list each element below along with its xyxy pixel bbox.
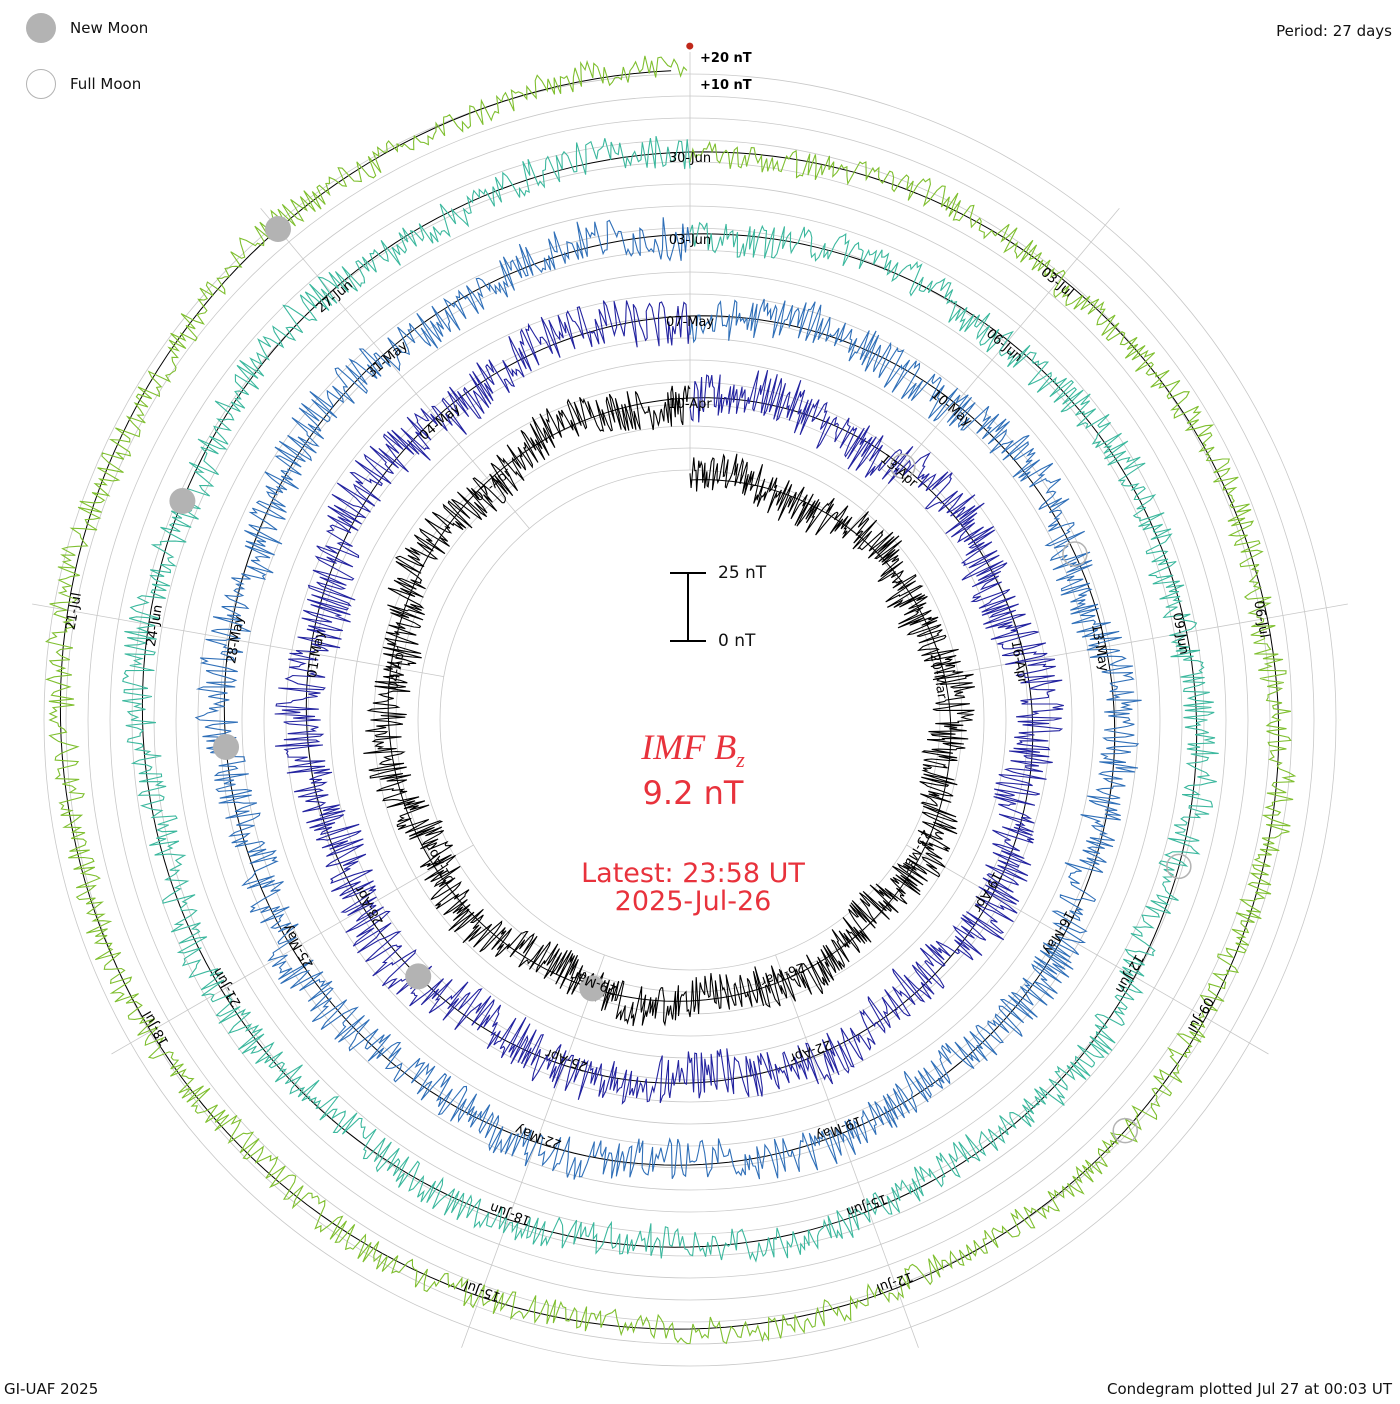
zero-baselines <box>59 70 1280 1330</box>
scale-label-20: +20 nT <box>700 51 752 66</box>
new-moon-icon <box>26 13 56 43</box>
date-label: 15-Jun <box>844 1191 889 1220</box>
latest-value: 9.2 nT <box>642 774 744 812</box>
series-trace <box>194 217 1142 1180</box>
date-label: 04-May <box>417 401 464 444</box>
scale-bar <box>670 572 706 642</box>
grid-layer <box>43 73 1337 1367</box>
legend-full-moon: Full Moon <box>26 69 141 99</box>
new-moon-label: New Moon <box>70 19 149 37</box>
latest-date: 2025-Jul-26 <box>614 886 772 917</box>
date-label: 12-Jul <box>874 1268 915 1295</box>
date-label: 06-Jul <box>1250 599 1271 639</box>
spoke-line <box>936 603 1348 677</box>
spoke-line <box>461 954 605 1348</box>
date-label: 01-May <box>305 629 328 679</box>
latest-point-marker <box>686 42 694 50</box>
zero-baseline-spiral <box>59 70 1280 1330</box>
series-layer <box>45 55 1297 1345</box>
moon-markers <box>169 42 1192 1144</box>
series-trace <box>45 55 1297 1345</box>
scale-bar-top-label: 25 nT <box>718 563 767 583</box>
date-label: 22-May <box>513 1121 564 1152</box>
plotted-label: Condegram plotted Jul 27 at 00:03 UT <box>1106 1380 1392 1398</box>
date-label: 10-Apr <box>668 397 712 412</box>
full-moon-marker <box>890 453 916 480</box>
chart-title-sub: z <box>736 747 745 773</box>
spoke-line <box>32 603 444 677</box>
chart-title-main: IMF B <box>641 727 737 767</box>
date-label: 26-Mar <box>758 959 807 989</box>
date-label: 09-Jun <box>1169 611 1191 655</box>
latest-time: Latest: 23:58 UT <box>581 858 805 889</box>
spoke-line <box>260 208 530 529</box>
date-label: 18-Jun <box>488 1199 533 1228</box>
date-label: 25-May <box>280 921 317 970</box>
date-label: 07-May <box>666 315 714 330</box>
full-moon-marker <box>1062 541 1088 567</box>
date-label: 09-Jul <box>1184 994 1216 1034</box>
date-label: 22-Apr <box>787 1036 834 1065</box>
date-label: 21-Jun <box>210 965 244 1009</box>
date-label: 28-May <box>224 615 247 665</box>
spoke-line <box>775 954 919 1348</box>
period-label: Period: 27 days <box>1276 22 1392 40</box>
new-moon-marker <box>213 734 240 761</box>
scale-label-10: +10 nT <box>700 78 752 93</box>
date-label: 30-Jun <box>669 151 711 166</box>
full-moon-label: Full Moon <box>70 75 142 93</box>
new-moon-marker <box>265 216 292 243</box>
credit-label: GI-UAF 2025 <box>4 1380 99 1398</box>
full-moon-marker <box>1166 853 1192 880</box>
date-label: 04-Apr <box>386 645 408 691</box>
date-label: 03-Jun <box>669 233 711 248</box>
legend-new-moon: New Moon <box>26 13 148 43</box>
chart-title: IMF Bz <box>0 726 1386 773</box>
spoke-line <box>906 844 1269 1055</box>
date-label: 21-Jul <box>64 592 85 632</box>
full-moon-icon <box>26 69 56 99</box>
scale-bar-bottom-label: 0 nT <box>718 631 756 651</box>
series-trace <box>274 300 1064 1105</box>
date-label: 24-Jun <box>144 604 166 648</box>
new-moon-marker <box>169 488 196 515</box>
new-moon-marker <box>405 963 432 990</box>
full-moon-marker <box>1112 1117 1138 1144</box>
new-moon-marker <box>579 975 606 1002</box>
scale-markers: +20 nT +10 nT <box>700 51 752 93</box>
series-trace <box>122 136 1219 1263</box>
date-label: 25-Apr <box>543 1045 590 1074</box>
series-trace <box>363 384 975 1027</box>
